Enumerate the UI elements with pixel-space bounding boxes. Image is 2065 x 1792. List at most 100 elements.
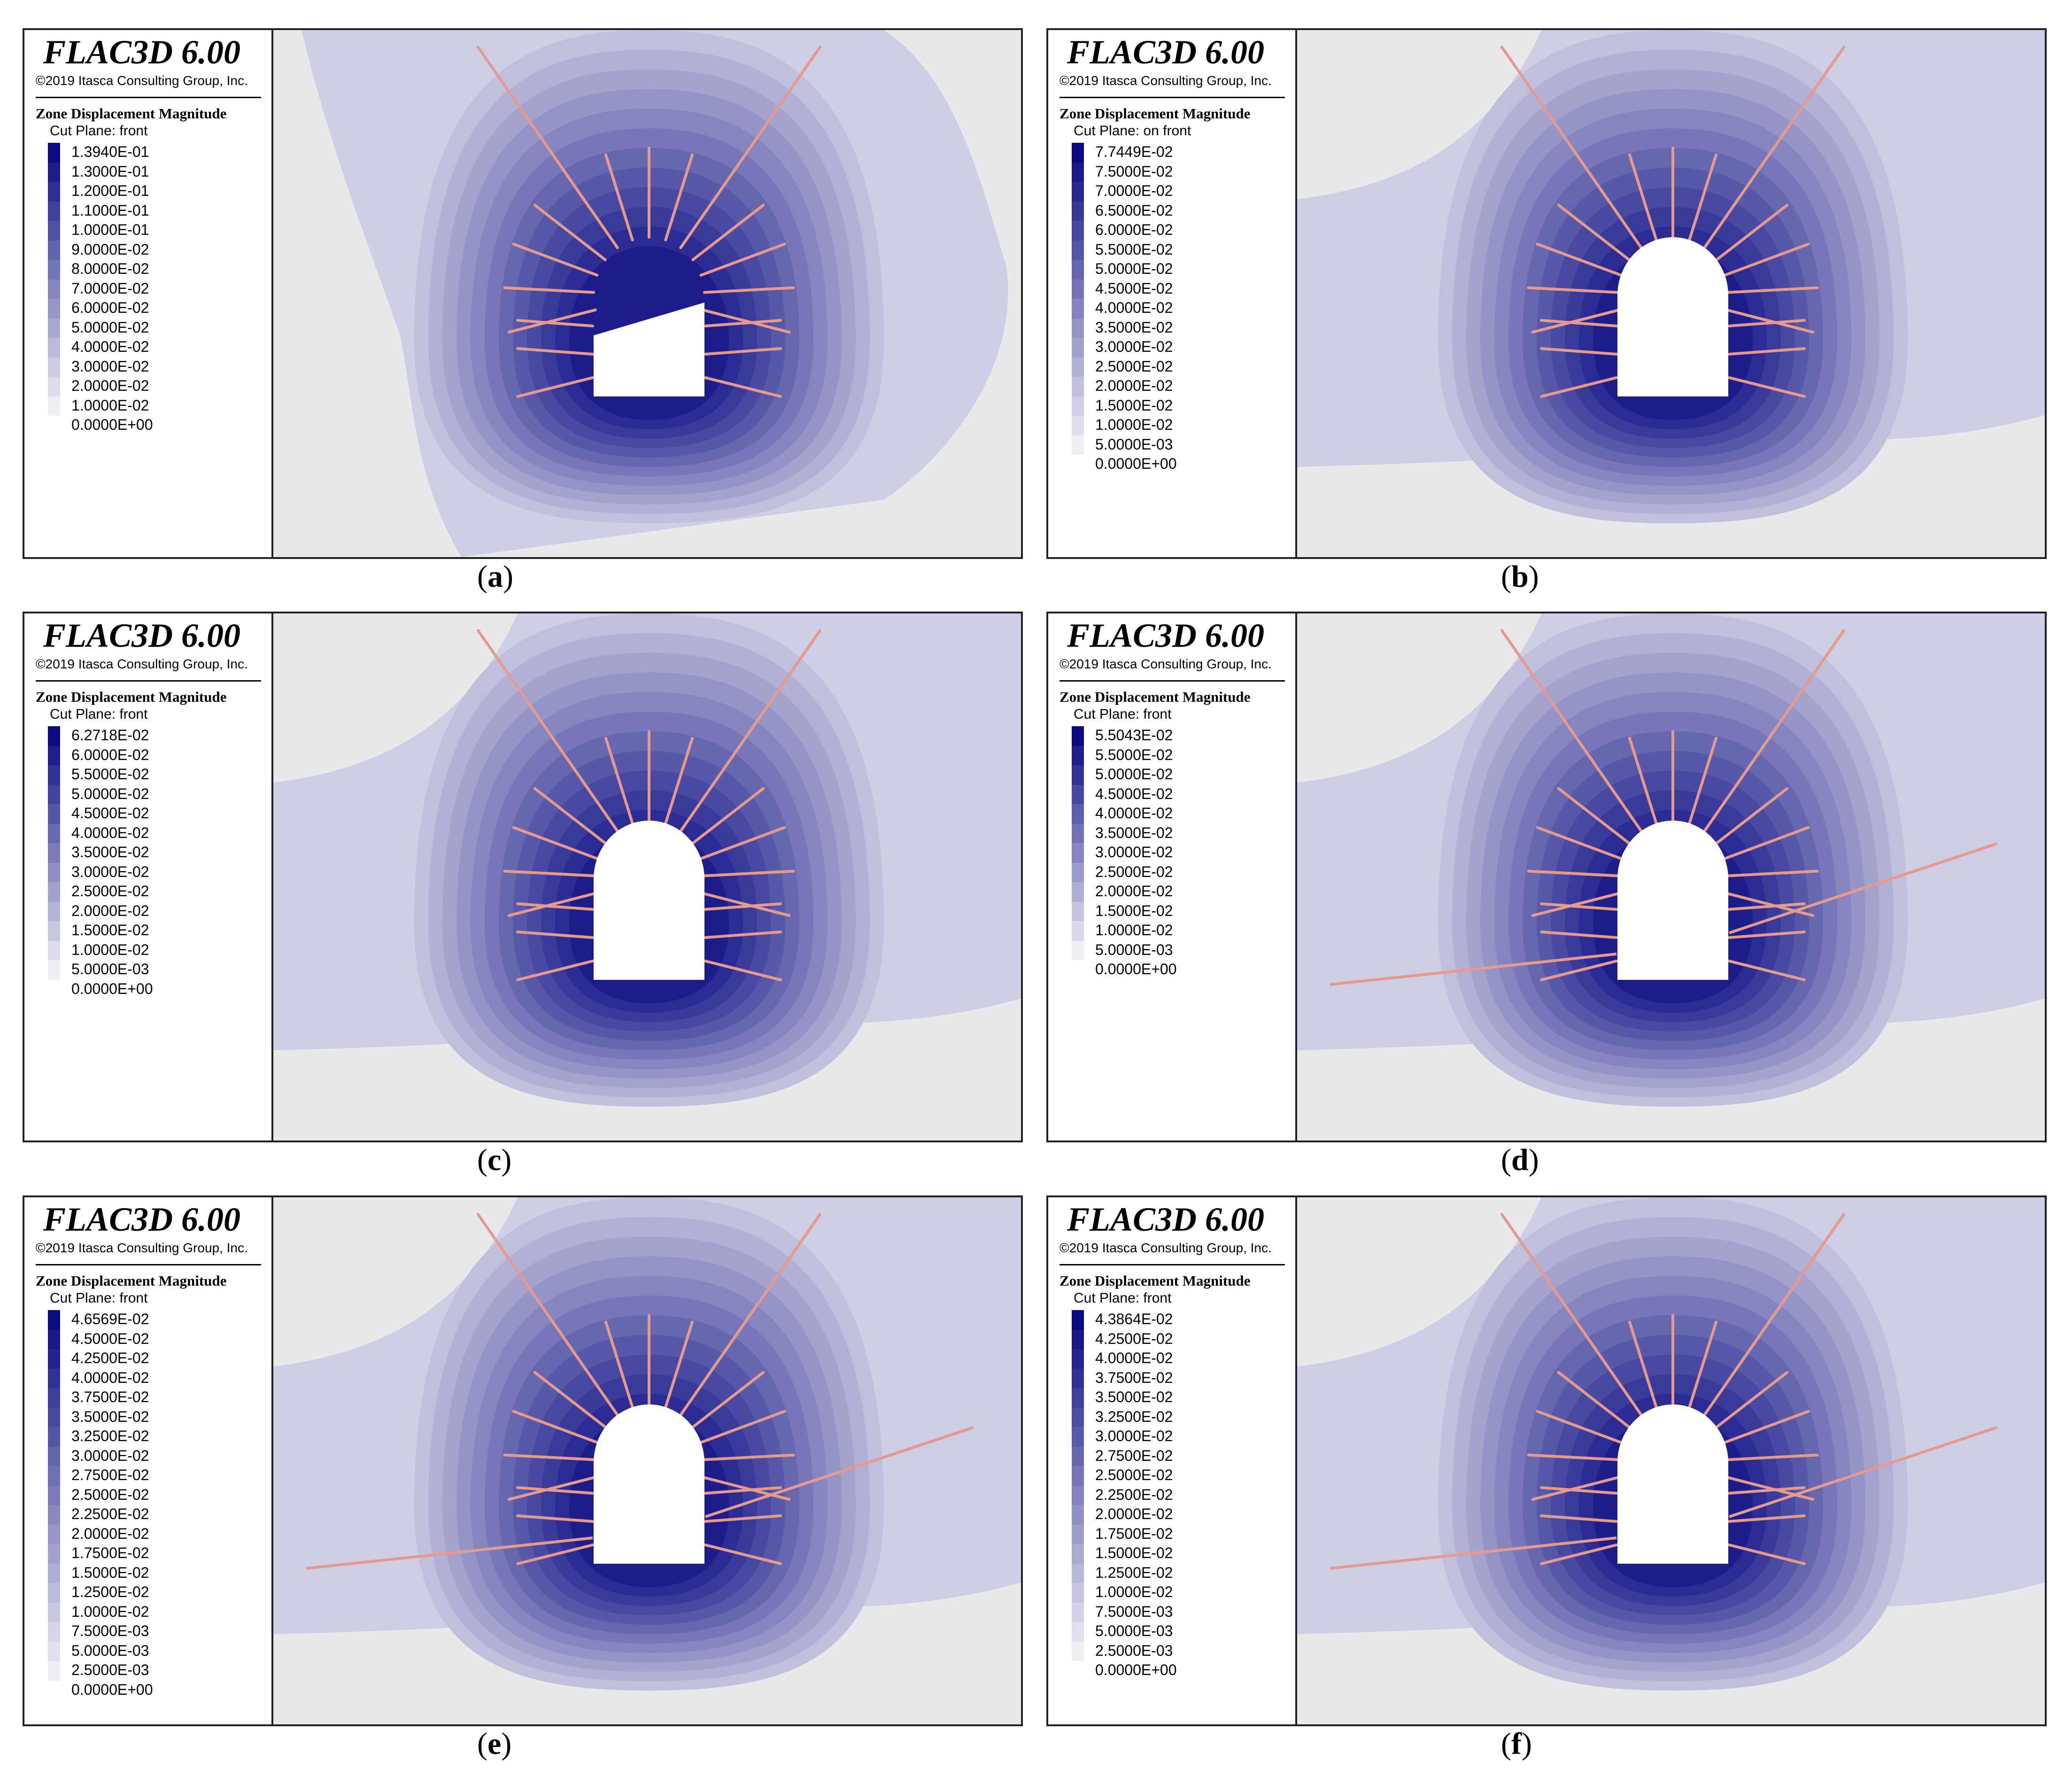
- rock-bolt: [701, 1475, 791, 1501]
- rock-bolt: [1536, 826, 1623, 860]
- rock-bolt: [516, 376, 594, 398]
- rock-bolt: [699, 826, 786, 860]
- rock-bolt: [691, 203, 765, 262]
- scale-value: 6.5000E-02: [1095, 202, 1173, 219]
- scale-value: 1.3940E-01: [71, 143, 149, 160]
- scale-value: 4.5000E-02: [1095, 279, 1173, 297]
- scale-value: 3.7500E-02: [1095, 1369, 1173, 1386]
- rock-bolt: [1540, 376, 1618, 398]
- scale-swatch: [1072, 1446, 1084, 1466]
- scale-value: 7.5000E-03: [1095, 1603, 1173, 1620]
- scale-value: 6.0000E-02: [71, 299, 149, 316]
- scale-value: 9.0000E-02: [71, 240, 149, 258]
- scale-swatch: [1072, 1485, 1084, 1505]
- scale-swatch: [48, 921, 60, 941]
- rock-bolt: [1540, 931, 1618, 939]
- scale-swatch: [48, 1446, 60, 1466]
- scale-value: 3.5000E-02: [71, 1408, 149, 1425]
- panel-caption: (b): [1501, 559, 1539, 595]
- rock-bolt: [512, 1410, 599, 1444]
- rock-bolt: [1725, 308, 1815, 334]
- legend: FLAC3D 6.00 ©2019 Itasca Consulting Group…: [24, 1197, 273, 1724]
- rock-bolt: [516, 1514, 594, 1523]
- rock-bolt: [516, 902, 594, 911]
- scale-swatch: [1072, 1407, 1084, 1427]
- caption-letter: d: [1511, 1143, 1529, 1177]
- caption-letter: b: [1511, 559, 1529, 594]
- panel-caption: (c): [477, 1142, 511, 1178]
- cut-plane-label: Cut Plane: front: [50, 123, 148, 139]
- scale-value: 2.0000E-02: [71, 1525, 149, 1542]
- scale-swatch: [1072, 1329, 1084, 1349]
- scale-swatch: [1072, 1602, 1084, 1622]
- displacement-contours: [273, 613, 1021, 1140]
- legend: FLAC3D 6.00 ©2019 Itasca Consulting Group…: [24, 613, 273, 1140]
- rock-bolt: [1540, 1486, 1618, 1495]
- rock-bolt: [512, 242, 599, 277]
- panel-caption: (f): [1501, 1726, 1532, 1762]
- scale-value: 2.5000E-02: [1095, 1466, 1173, 1483]
- scale-swatch: [48, 1407, 60, 1427]
- scale-swatch: [48, 201, 60, 221]
- rock-bolt: [1500, 46, 1643, 249]
- rock-bolt: [703, 1453, 795, 1461]
- rock-bolt: [704, 960, 782, 981]
- scale-swatch: [48, 1563, 60, 1583]
- copyright-text: ©2019 Itasca Consulting Group, Inc.: [36, 73, 248, 88]
- rock-bolt: [701, 308, 791, 334]
- caption-paren: (: [477, 559, 487, 594]
- scale-value: 0.0000E+00: [71, 1681, 153, 1698]
- software-title: FLAC3D 6.00: [1067, 617, 1265, 654]
- legend-heading: Zone Displacement Magnitude: [1060, 689, 1251, 705]
- rock-bolt: [1703, 629, 1846, 833]
- scale-swatch: [1072, 1622, 1084, 1642]
- rock-bolt: [704, 347, 782, 356]
- rock-bolt: [1728, 1486, 1806, 1495]
- scale-swatch: [48, 823, 60, 843]
- scale-value: 1.5000E-02: [71, 1564, 149, 1581]
- rock-bolt: [1540, 960, 1618, 981]
- scale-swatch: [1072, 396, 1084, 416]
- scale-value: 3.2500E-02: [1095, 1408, 1173, 1425]
- scale-value: 1.3000E-01: [71, 163, 149, 180]
- rock-bolt: [516, 931, 594, 939]
- contour-plot: [1297, 30, 2045, 557]
- scale-swatch: [1072, 299, 1084, 318]
- scale-swatch: [48, 1602, 60, 1622]
- scale-swatch: [48, 396, 60, 416]
- contour-plot: [1297, 1197, 2045, 1724]
- scale-value: 5.0000E-02: [1095, 766, 1173, 783]
- scale-swatch: [48, 1466, 60, 1486]
- scale-swatch: [48, 162, 60, 182]
- panel-caption: (e): [477, 1726, 511, 1762]
- scale-value: 0.0000E+00: [71, 416, 153, 433]
- scale-swatch: [1072, 416, 1084, 435]
- rock-bolt: [664, 737, 694, 825]
- software-title: FLAC3D 6.00: [43, 33, 241, 71]
- rock-bolt: [1728, 902, 1806, 911]
- scale-value: 0.0000E+00: [1095, 961, 1177, 977]
- tunnel-opening: [1617, 1404, 1728, 1564]
- rock-bolt: [516, 319, 594, 327]
- rock-bolt: [1723, 1410, 1810, 1444]
- rock-bolt: [704, 376, 782, 398]
- rock-bolt: [1728, 376, 1806, 398]
- tunnel-opening: [594, 821, 704, 980]
- scale-value: 7.5000E-02: [1095, 163, 1173, 180]
- rock-bolt: [503, 286, 596, 294]
- rock-bolt: [704, 931, 782, 939]
- scale-swatch: [1072, 1388, 1084, 1408]
- long-rock-bolt: [1330, 953, 1617, 986]
- scale-swatch: [1072, 338, 1084, 357]
- scale-value: 3.5000E-02: [1095, 318, 1173, 336]
- scale-swatch: [48, 1310, 60, 1330]
- rock-bolt: [1540, 1544, 1618, 1565]
- copyright-text: ©2019 Itasca Consulting Group, Inc.: [36, 657, 248, 671]
- scale-swatch: [1072, 143, 1084, 163]
- scale-value: 1.2500E-02: [71, 1583, 149, 1600]
- scale-swatch: [48, 1641, 60, 1661]
- caption-letter: f: [1511, 1727, 1522, 1761]
- caption-paren: ): [1528, 559, 1539, 594]
- scale-swatch: [1072, 182, 1084, 202]
- scale-value: 1.0000E-02: [71, 396, 149, 414]
